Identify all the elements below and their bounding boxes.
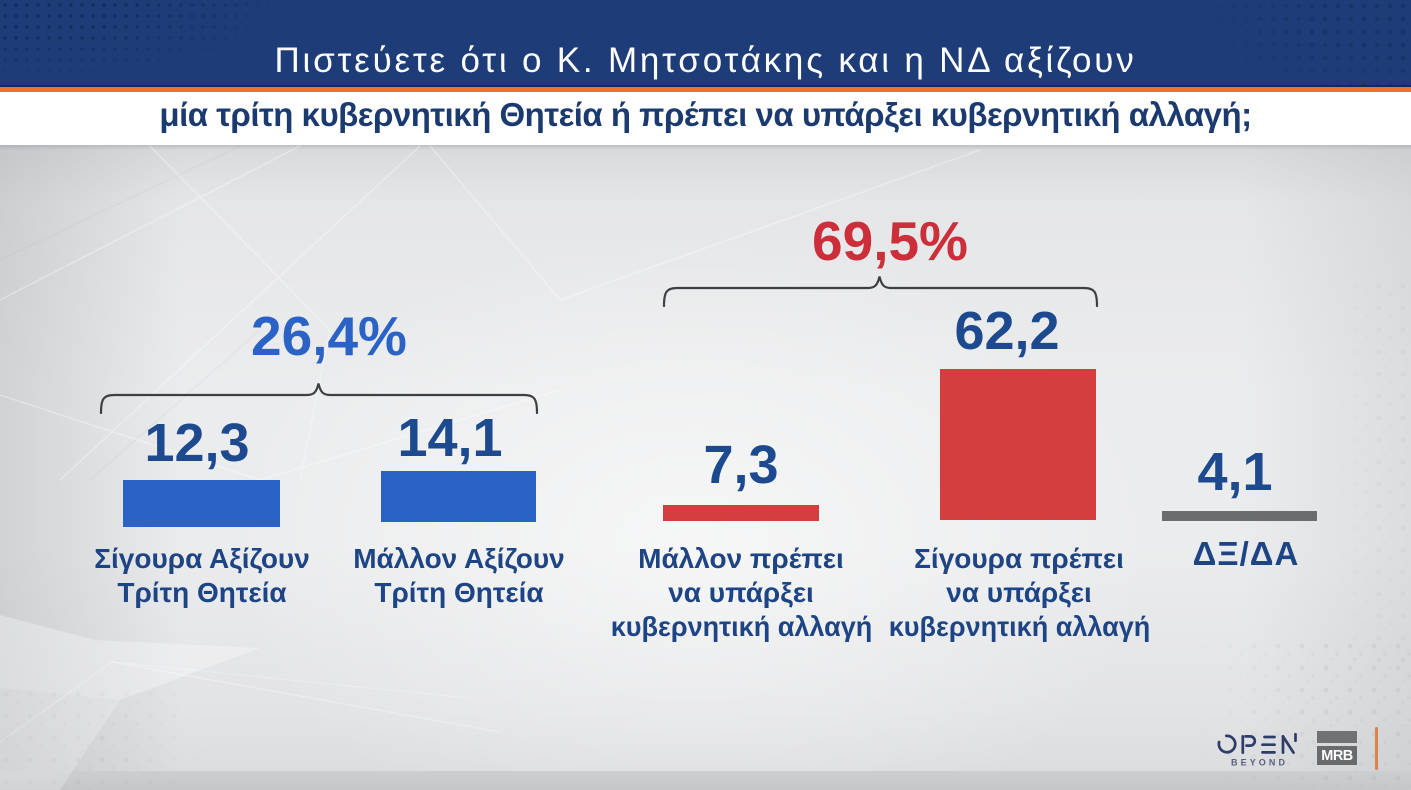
svg-text:BEYOND: BEYOND xyxy=(1231,758,1288,768)
